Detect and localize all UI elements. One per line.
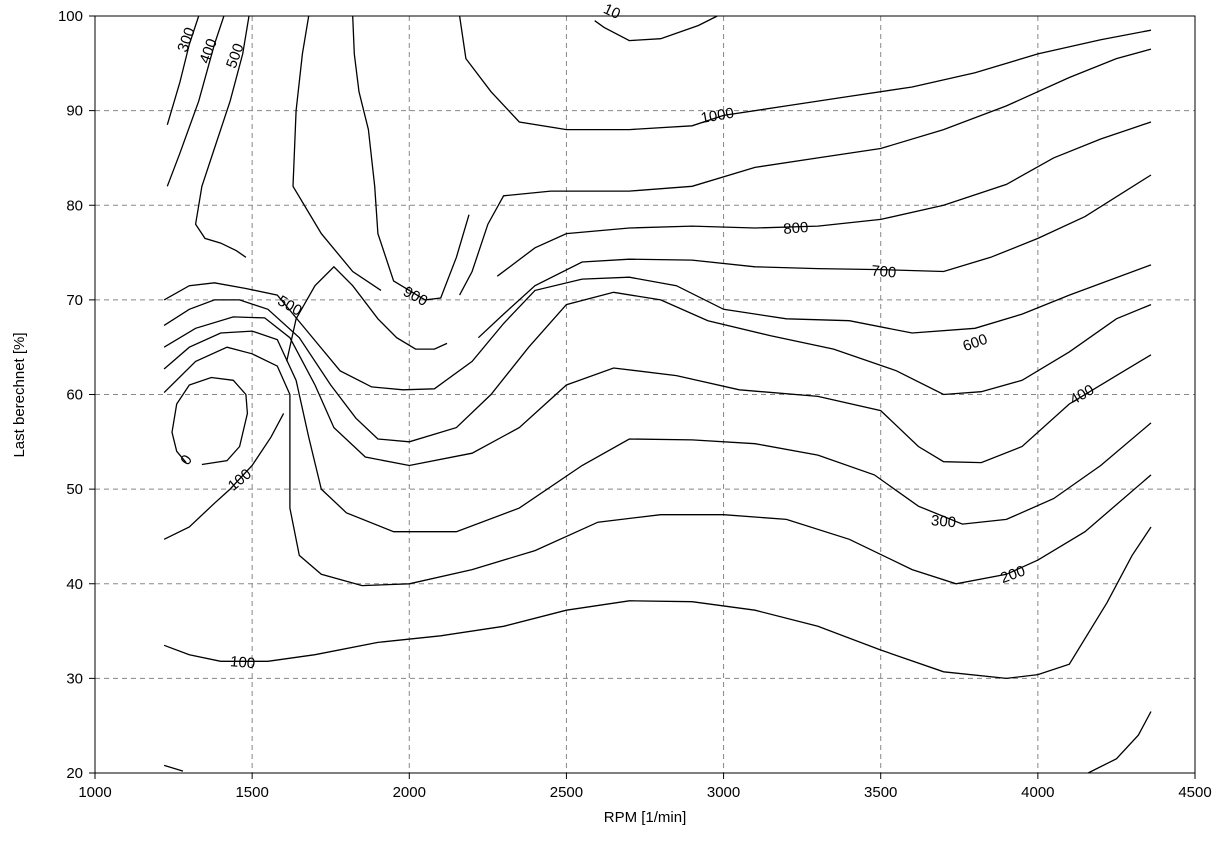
contour-label-700: 700 [871, 262, 897, 281]
y-tick-label: 60 [66, 387, 83, 404]
contour-label-1000: 1000 [699, 105, 735, 128]
contour-label-600: 600 [961, 331, 990, 356]
x-axis: 1000 1500 2000 2500 3000 3500 4000 4500 [78, 773, 1212, 801]
x-tick-label: 1500 [235, 784, 268, 801]
contour-line-0 [171, 376, 249, 466]
contour-line-900 [292, 15, 382, 291]
x-tick-label: 4000 [1021, 784, 1054, 801]
contour-label-300: 300 [930, 512, 956, 531]
contour-line-100 [163, 413, 285, 540]
y-axis-title: Last berechnet [%] [11, 332, 28, 457]
contour-line-600 [163, 264, 1152, 391]
x-tick-label: 3500 [864, 784, 897, 801]
x-axis-title: RPM [1/min] [604, 809, 687, 826]
contour-label-0: 0 [177, 452, 196, 469]
y-axis: 20 30 40 50 60 70 80 90 100 [58, 8, 95, 782]
contour-label-100: 100 [229, 653, 255, 672]
contour-lines [163, 15, 1152, 774]
contour-line-900 [286, 265, 448, 362]
contour-label-1000: 10 [601, 0, 623, 22]
x-tick-label: 2000 [393, 784, 426, 801]
contour-line-700 [477, 174, 1152, 339]
y-tick-label: 30 [66, 670, 83, 687]
y-tick-label: 40 [66, 576, 83, 593]
x-tick-label: 3000 [707, 784, 740, 801]
x-tick-label: 2500 [550, 784, 583, 801]
y-tick-label: 80 [66, 197, 83, 214]
contour-label-800: 800 [783, 219, 809, 238]
contour-line-1000 [458, 15, 1152, 131]
y-tick-label: 50 [66, 481, 83, 498]
y-tick-label: 90 [66, 103, 83, 120]
contour-line-300 [166, 15, 200, 125]
contour-line-400 [166, 15, 225, 187]
contour-line-500 [163, 291, 1152, 443]
contour-line-1000 [594, 15, 718, 42]
contour-label-400: 400 [196, 37, 221, 66]
grid-lines [95, 16, 1195, 773]
contour-line-100 [163, 764, 184, 772]
contour-labels: 0100100200300400500600700800900100030040… [174, 0, 1097, 672]
x-tick-label: 1000 [78, 784, 111, 801]
contour-label-400: 400 [1067, 381, 1097, 408]
y-tick-label: 20 [66, 765, 83, 782]
contour-line-200 [163, 346, 1152, 587]
contour-line-400 [163, 316, 1152, 467]
contour-line-1000 [352, 15, 470, 301]
contour-line-100 [163, 526, 1152, 680]
contour-line-800 [496, 121, 1152, 277]
y-tick-label: 70 [66, 292, 83, 309]
contour-line-100 [1087, 711, 1152, 774]
y-tick-label: 100 [58, 8, 83, 25]
contour-line-300 [163, 330, 1152, 533]
x-tick-label: 4500 [1178, 784, 1211, 801]
contour-line-900 [459, 48, 1152, 296]
contour-label-300: 300 [174, 25, 199, 54]
contour-line-500 [194, 15, 250, 258]
